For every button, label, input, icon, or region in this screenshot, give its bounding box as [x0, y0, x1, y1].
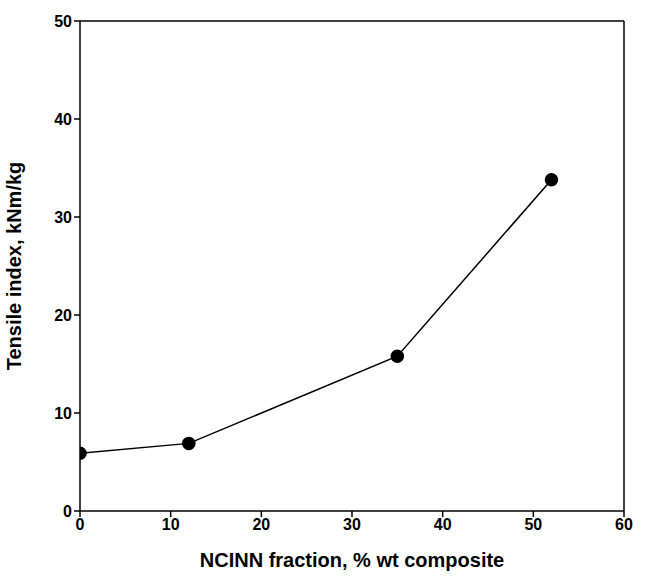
svg-text:50: 50 [54, 13, 72, 30]
svg-text:60: 60 [615, 516, 633, 533]
svg-text:NCINN fraction, % wt composite: NCINN fraction, % wt composite [200, 549, 504, 571]
svg-text:20: 20 [54, 307, 72, 324]
svg-text:0: 0 [63, 503, 72, 520]
svg-text:20: 20 [252, 516, 270, 533]
svg-text:Tensile index, kNm/kg: Tensile index, kNm/kg [3, 162, 25, 371]
svg-text:40: 40 [434, 516, 452, 533]
svg-text:40: 40 [54, 111, 72, 128]
svg-text:0: 0 [76, 516, 85, 533]
svg-text:30: 30 [54, 209, 72, 226]
svg-text:10: 10 [162, 516, 180, 533]
svg-text:10: 10 [54, 405, 72, 422]
svg-text:30: 30 [343, 516, 361, 533]
svg-text:50: 50 [524, 516, 542, 533]
